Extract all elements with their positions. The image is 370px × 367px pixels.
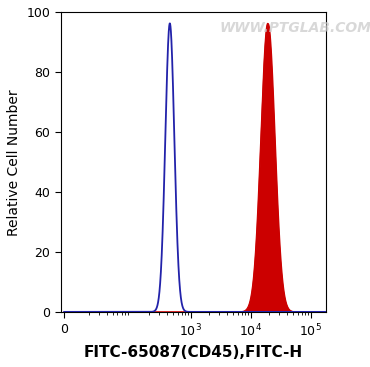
X-axis label: FITC-65087(CD45),FITC-H: FITC-65087(CD45),FITC-H bbox=[84, 345, 303, 360]
Y-axis label: Relative Cell Number: Relative Cell Number bbox=[7, 89, 21, 236]
Text: WWW.PTGLAB.COM: WWW.PTGLAB.COM bbox=[220, 21, 370, 35]
